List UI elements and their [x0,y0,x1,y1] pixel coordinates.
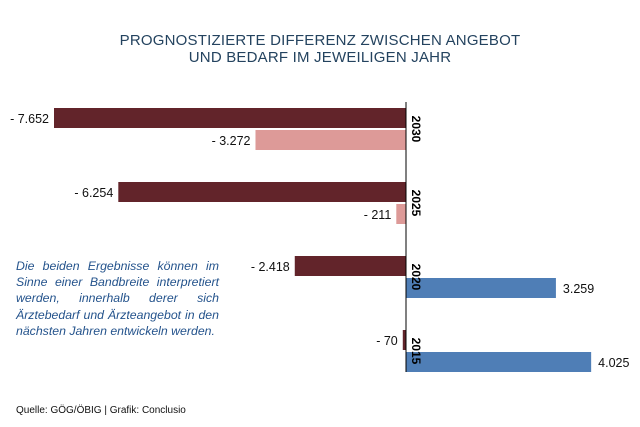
value-label-a-2015: - 70 [376,334,398,348]
bar-a-2015 [402,330,406,350]
value-label-b-2025: - 211 [364,208,392,222]
value-label-b-2030: - 3.272 [212,134,251,148]
chart-title-line-1: PROGNOSTIZIERTE DIFFERENZ ZWISCHEN ANGEB… [119,32,521,49]
category-label-2015: 2015 [409,338,423,365]
bar-b-2015 [406,352,592,372]
interpretation-note: Die beiden Ergebnisse können im Sinne ei… [16,259,219,338]
value-label-b-2020: 3.259 [563,282,594,296]
value-label-a-2025: - 6.254 [74,186,113,200]
category-label-2025: 2025 [409,190,423,217]
bar-a-2030 [54,108,406,128]
category-label-2020: 2020 [409,264,423,291]
bar-a-2020 [294,256,406,276]
source-credit: Quelle: GÖG/ÖBIG | Grafik: Conclusio [16,405,186,416]
bar-a-2025 [118,182,407,202]
value-label-a-2020: - 2.418 [251,260,290,274]
bar-b-2020 [406,278,556,298]
chart-title: PROGNOSTIZIERTE DIFFERENZ ZWISCHEN ANGEB… [0,32,640,66]
value-label-a-2030: - 7.652 [10,112,49,126]
bar-b-2025 [396,204,406,224]
value-label-b-2015: 4.025 [598,356,629,370]
category-label-2030: 2030 [409,116,423,143]
bar-b-2030 [255,130,406,150]
chart-title-line-2: UND BEDARF IM JEWEILIGEN JAHR [188,49,452,66]
